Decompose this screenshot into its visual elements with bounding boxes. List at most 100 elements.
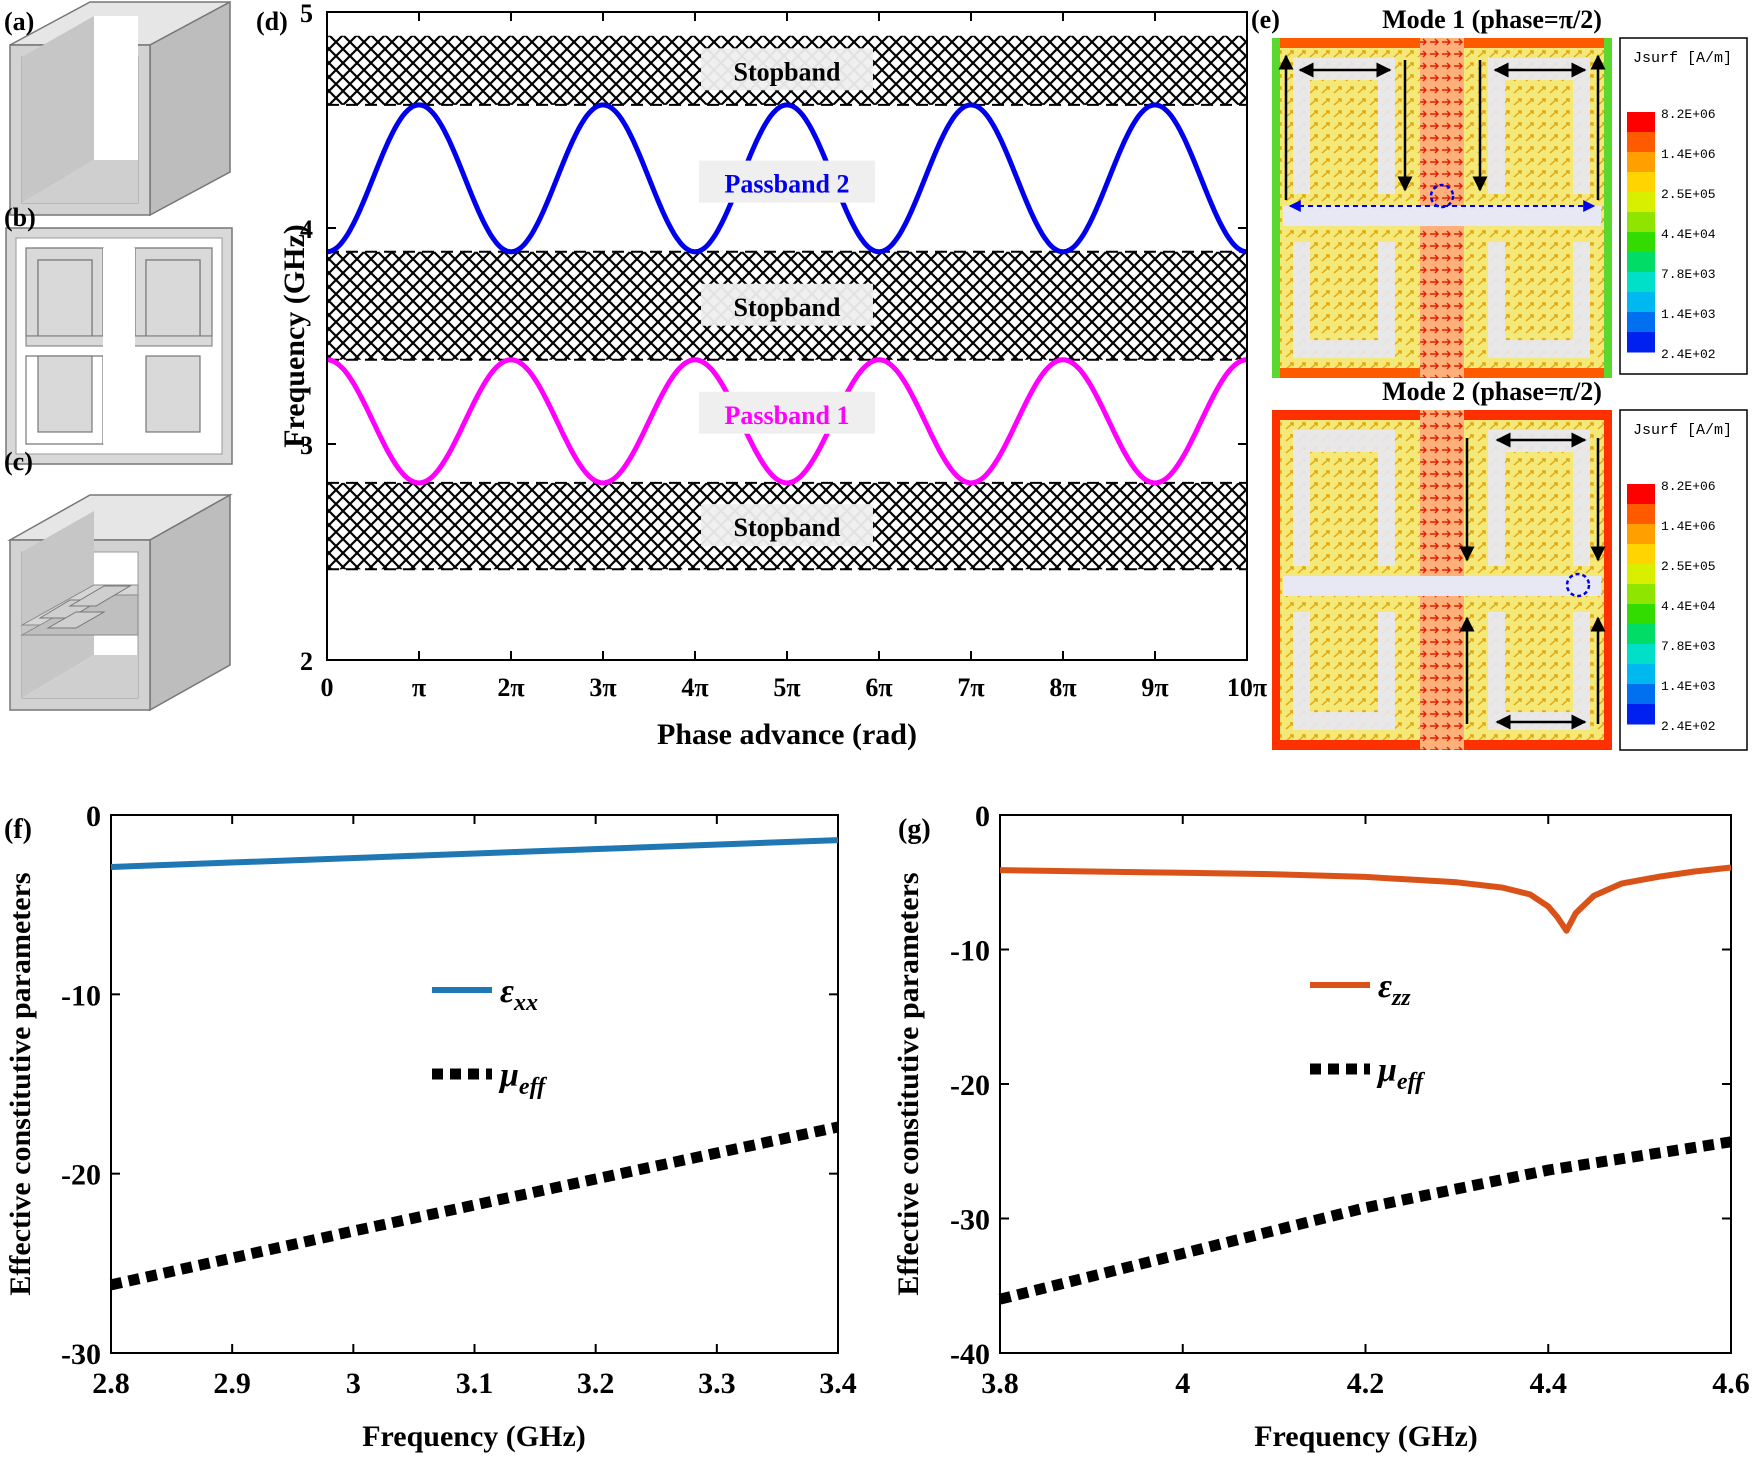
- stopband-label-0: Stopband: [734, 57, 841, 86]
- band-label-0: Passband 2: [725, 170, 850, 199]
- f-ytick-label: -20: [61, 1159, 101, 1192]
- g-curve-eps-zz: [999, 864, 1732, 934]
- colorbar-swatch: [1627, 332, 1655, 353]
- colorbar-swatch: [1627, 664, 1655, 685]
- colorbar-swatch: [1627, 272, 1655, 293]
- g-xtick-label: 3.8: [981, 1367, 1019, 1400]
- g-ytick-label: -20: [950, 1069, 990, 1102]
- stopband-label-1: Stopband: [734, 293, 841, 322]
- g-legend-label-1: μeff: [1376, 1052, 1425, 1095]
- panel-b: [5, 227, 233, 465]
- colorbar-swatch: [1627, 564, 1655, 585]
- g-ytick-label: 0: [975, 800, 990, 833]
- colorbar-swatch: [1627, 524, 1655, 545]
- d-xtick-label: 9π: [1141, 673, 1168, 702]
- d-ytick-label: 3: [300, 431, 313, 460]
- colorbar-swatch: [1627, 684, 1655, 705]
- f-legend-symbol: ε: [500, 973, 514, 1010]
- stopband-label-bg-1: [701, 283, 873, 326]
- f-legend-label-1: μeff: [498, 1057, 547, 1100]
- f-legend-subscript: eff: [519, 1074, 547, 1100]
- chart-d: Stopband Stopband Stopband Passband 2 Passb…: [300, 0, 1267, 702]
- colorbar-value: 1.4E+03: [1661, 307, 1716, 322]
- g-ylabel: Effective constitutive parameters: [892, 872, 925, 1295]
- mode2-title: Mode 2 (phase=π/2): [1382, 377, 1602, 406]
- panel-label-d: (d): [256, 7, 288, 36]
- d-xtick-label: 2π: [497, 673, 524, 702]
- colorbar-swatch: [1627, 132, 1655, 153]
- panel-label-f: (f): [4, 814, 32, 845]
- panel-e: (e) Mode 1 (phase=π/2) Mode 2 (phase=π/2…: [1251, 5, 1748, 751]
- g-xtick-label: 4: [1175, 1367, 1190, 1400]
- colorbar-value: 7.8E+03: [1661, 639, 1716, 654]
- g-legend-symbol: μ: [1376, 1052, 1397, 1089]
- colorbar-value: 2.4E+02: [1661, 347, 1716, 362]
- colorbar-swatch: [1627, 252, 1655, 273]
- f-curve-eps-xx: [110, 837, 839, 870]
- f-xtick-label: 3.2: [577, 1367, 615, 1400]
- band-label-1: Passband 1: [725, 401, 850, 430]
- colorbar-value: 2.5E+05: [1661, 187, 1716, 202]
- f-ylabel: Effective constitutive parameters: [4, 872, 37, 1295]
- d-xtick-label: 0: [321, 673, 334, 702]
- colorbar-swatch: [1627, 704, 1655, 725]
- colorbar-value: 2.5E+05: [1661, 559, 1716, 574]
- panel-c: [7, 493, 233, 712]
- mode1-current-map: [1272, 38, 1612, 378]
- chart-f: 2.8 2.9 3 3.1 3.2 3.3 3.4 -30 -20 -10 0 εxx μeff: [61, 800, 857, 1400]
- f-xtick-label: 3.1: [456, 1367, 494, 1400]
- g-xlabel: Frequency (GHz): [1254, 1420, 1478, 1453]
- colorbar-swatch: [1627, 112, 1655, 133]
- f-ytick-label: 0: [86, 800, 101, 833]
- g-legend-symbol: ε: [1378, 968, 1392, 1005]
- panel-label-a: (a): [4, 7, 34, 36]
- g-legend-label-0: εzz: [1378, 968, 1411, 1011]
- d-xtick-label: 7π: [957, 673, 984, 702]
- colorbar-mode2: Jsurf [A/m] 8.2E+06 1.4E+06 2.5E+05 4.4E+04…: [1619, 409, 1748, 751]
- g-xtick-label: 4.6: [1712, 1367, 1750, 1400]
- f-xtick-label: 2.8: [92, 1367, 130, 1400]
- g-xtick-label: 4.2: [1347, 1367, 1385, 1400]
- g-xtick-label: 4.4: [1530, 1367, 1568, 1400]
- colorbar-swatch: [1627, 484, 1655, 505]
- f-ytick-label: -10: [61, 979, 101, 1012]
- colorbar-value: 4.4E+04: [1661, 227, 1716, 242]
- colorbar-swatch: [1627, 312, 1655, 333]
- d-xtick-label: 10π: [1227, 673, 1267, 702]
- colorbar-swatch: [1627, 624, 1655, 645]
- panel-label-e: (e): [1251, 5, 1280, 34]
- colorbar-swatch: [1627, 292, 1655, 313]
- chart-g: 3.8 4 4.2 4.4 4.6 -40 -30 -20 -10 0 εzz μeff: [950, 800, 1750, 1400]
- f-xtick-label: 2.9: [213, 1367, 251, 1400]
- colorbar-swatch: [1627, 504, 1655, 525]
- dispersion-curve-passband2: [326, 102, 1248, 255]
- g-ytick-label: -10: [950, 935, 990, 968]
- colorbar-value: 8.2E+06: [1661, 107, 1716, 122]
- mode2-current-map: [1272, 410, 1612, 750]
- band-label-bg-0: [699, 160, 875, 203]
- dispersion-curve-passband1: [326, 357, 1248, 486]
- f-xtick-label: 3: [346, 1367, 361, 1400]
- colorbar-mode1-title: Jsurf [A/m]: [1633, 50, 1732, 67]
- f-curve-mu-eff: [109, 1121, 840, 1291]
- g-legend-subscript: zz: [1391, 985, 1411, 1011]
- stopband-label-bg-2: [701, 504, 873, 547]
- d-xtick-label: π: [412, 673, 426, 702]
- panel-label-b: (b): [4, 203, 36, 232]
- d-xlabel: Phase advance (rad): [657, 718, 917, 751]
- f-ytick-label: -30: [61, 1338, 101, 1371]
- colorbar-mode2-title: Jsurf [A/m]: [1633, 422, 1732, 439]
- band-label-bg-1: [699, 391, 875, 434]
- colorbar-value: 4.4E+04: [1661, 599, 1716, 614]
- g-ytick-label: -40: [950, 1338, 990, 1371]
- colorbar-value: 7.8E+03: [1661, 267, 1716, 282]
- g-legend-subscript: eff: [1397, 1069, 1425, 1095]
- colorbar-swatch: [1627, 192, 1655, 213]
- colorbar-swatch: [1627, 212, 1655, 233]
- f-legend-symbol: μ: [498, 1057, 519, 1094]
- panel-label-c: (c): [4, 447, 33, 476]
- f-axes-box: [110, 814, 839, 1354]
- colorbar-mode1: Jsurf [A/m] 8.2E+06 1.4E+06 2.5E+05 4.4E+04…: [1619, 37, 1748, 375]
- f-xtick-label: 3.4: [819, 1367, 857, 1400]
